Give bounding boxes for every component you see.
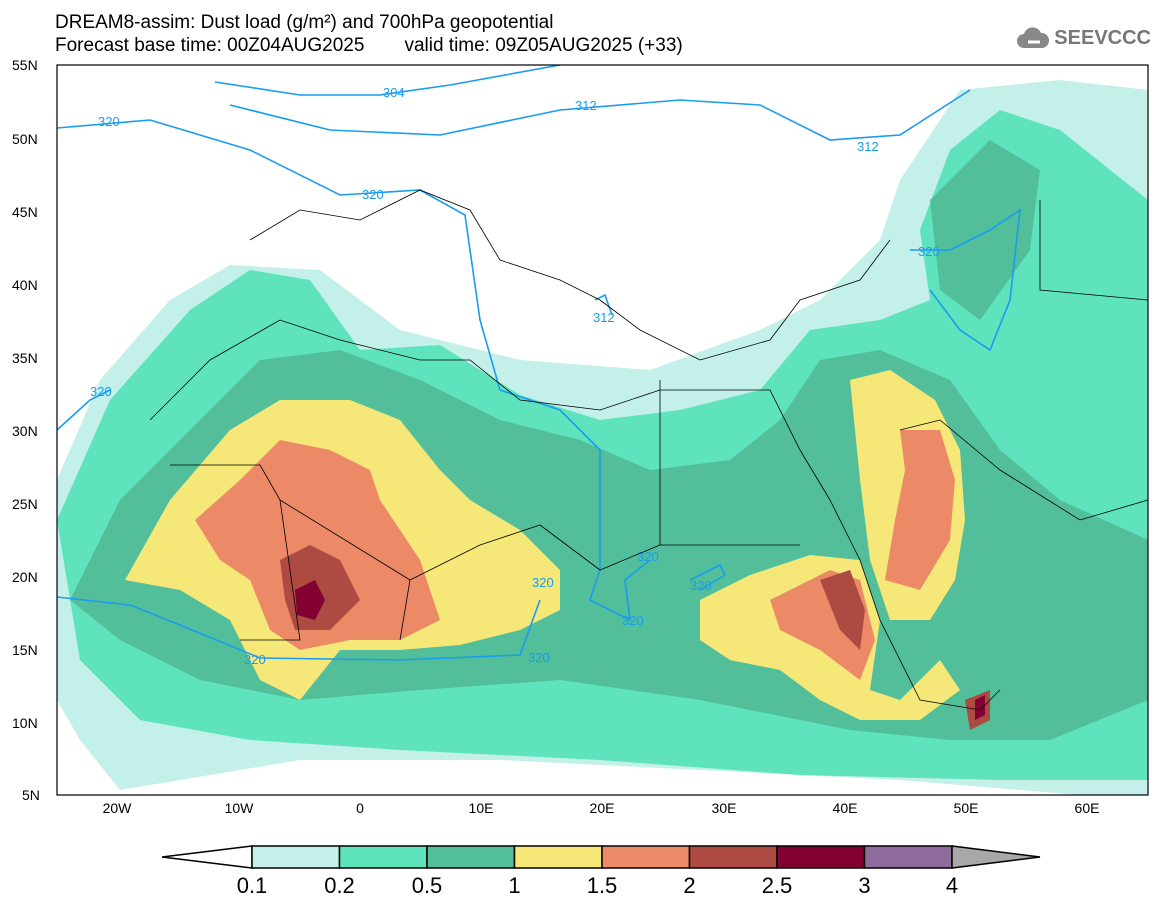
contour-304	[214, 65, 561, 96]
contour-320-north	[57, 119, 651, 622]
colorbar-swatch	[863, 845, 953, 869]
lat-label: 25N	[12, 496, 38, 512]
colorbar-tick-label: 0.1	[237, 873, 268, 898]
lon-label: 20E	[590, 800, 615, 816]
contour-312	[229, 89, 971, 141]
contour-label: 320	[918, 244, 940, 259]
colorbar-swatch	[601, 845, 691, 869]
lat-label: 45N	[12, 204, 38, 220]
contour-320-south	[57, 596, 541, 661]
contour-label: 312	[575, 98, 597, 113]
colorbar-swatch	[426, 845, 516, 869]
dust-fields	[57, 65, 1148, 795]
colorbar-swatch	[776, 845, 866, 869]
colorbar-tick-label: 3	[858, 873, 870, 898]
dust-region-0.5-caspian	[930, 140, 1040, 320]
dust-region-2.5-somalia	[975, 695, 985, 720]
lon-label: 0	[356, 800, 364, 816]
contour-labels: 304 312 312 312 320 320 320 320 320 320 …	[90, 85, 940, 667]
lon-label: 40E	[833, 800, 858, 816]
contour-label: 320	[622, 613, 644, 628]
geopotential-contours	[57, 65, 1021, 661]
contour-label: 320	[528, 650, 550, 665]
map-title: DREAM8-assim: Dust load (g/m²) and 700hP…	[55, 12, 554, 33]
dust-region-1.5-arabia	[885, 430, 955, 590]
contour-label: 320	[244, 652, 266, 667]
contour-label: 320	[98, 114, 120, 129]
map-frame	[56, 64, 1149, 796]
lat-label: 5N	[22, 787, 40, 803]
lat-label: 15N	[12, 642, 38, 658]
colorbar-swatch	[688, 845, 778, 869]
seevccc-logo: SEEVCCC	[1016, 26, 1151, 50]
valid-time: valid time: 09Z05AUG2025 (+33)	[404, 35, 683, 56]
colorbar-tick-label: 0.2	[324, 873, 355, 898]
lon-label: 50E	[954, 800, 979, 816]
dust-region-2.5	[295, 580, 325, 620]
lat-label: 50N	[12, 131, 38, 147]
contour-label: 320	[690, 578, 712, 593]
dust-region-1.5	[195, 440, 440, 650]
colorbar-tick-label: 0.5	[412, 873, 443, 898]
lat-label: 10N	[12, 715, 38, 731]
lat-label: 35N	[12, 350, 38, 366]
colorbar-tick-label: 2.5	[762, 873, 793, 898]
dust-region-2-redsea	[820, 570, 865, 650]
lon-label: 20W	[103, 800, 133, 816]
colorbar-tick-label: 4	[946, 873, 958, 898]
contour-label: 320	[637, 549, 659, 564]
contour-label: 312	[593, 310, 615, 325]
contour-label: 320	[362, 187, 384, 202]
lon-label: 30E	[712, 800, 737, 816]
lat-label: 20N	[12, 569, 38, 585]
lat-label: 40N	[12, 277, 38, 293]
contour-320-caspian	[910, 208, 1021, 352]
cloud-icon	[1017, 27, 1050, 48]
lat-label: 55N	[12, 57, 38, 73]
time-info: Forecast base time: 00Z04AUG2025 valid ti…	[55, 35, 683, 57]
colorbar: 0.1 0.2 0.5 1 1.5 2 2.5 3 4	[161, 845, 1041, 898]
colorbar-over-arrow	[951, 845, 1041, 869]
colorbar-under-arrow	[161, 845, 253, 869]
lon-axis: 20W 10W 0 10E 20E 30E 40E 50E 60E	[103, 800, 1100, 816]
contour-320-west	[57, 389, 111, 431]
colorbar-tick-label: 1	[508, 873, 520, 898]
lat-axis: 55N 50N 45N 40N 35N 30N 25N 20N 15N 10N …	[12, 57, 40, 803]
logo-text: SEEVCCC	[1054, 26, 1151, 49]
contour-label: 320	[90, 384, 112, 399]
lon-label: 60E	[1075, 800, 1100, 816]
colorbar-tick-label: 2	[683, 873, 695, 898]
country-borders	[149, 189, 1148, 711]
contour-label: 320	[532, 575, 554, 590]
colorbar-swatch	[513, 845, 603, 869]
lat-label: 30N	[12, 423, 38, 439]
contour-312-greece	[594, 293, 613, 316]
contour-320-sudan	[689, 563, 727, 591]
contour-label: 312	[857, 139, 879, 154]
colorbar-swatch	[251, 845, 341, 869]
base-time: Forecast base time: 00Z04AUG2025	[55, 35, 365, 56]
contour-label: 304	[383, 85, 405, 100]
lon-label: 10W	[225, 800, 255, 816]
colorbar-tick-label: 1.5	[587, 873, 618, 898]
colorbar-swatch	[338, 845, 428, 869]
lon-label: 10E	[469, 800, 494, 816]
